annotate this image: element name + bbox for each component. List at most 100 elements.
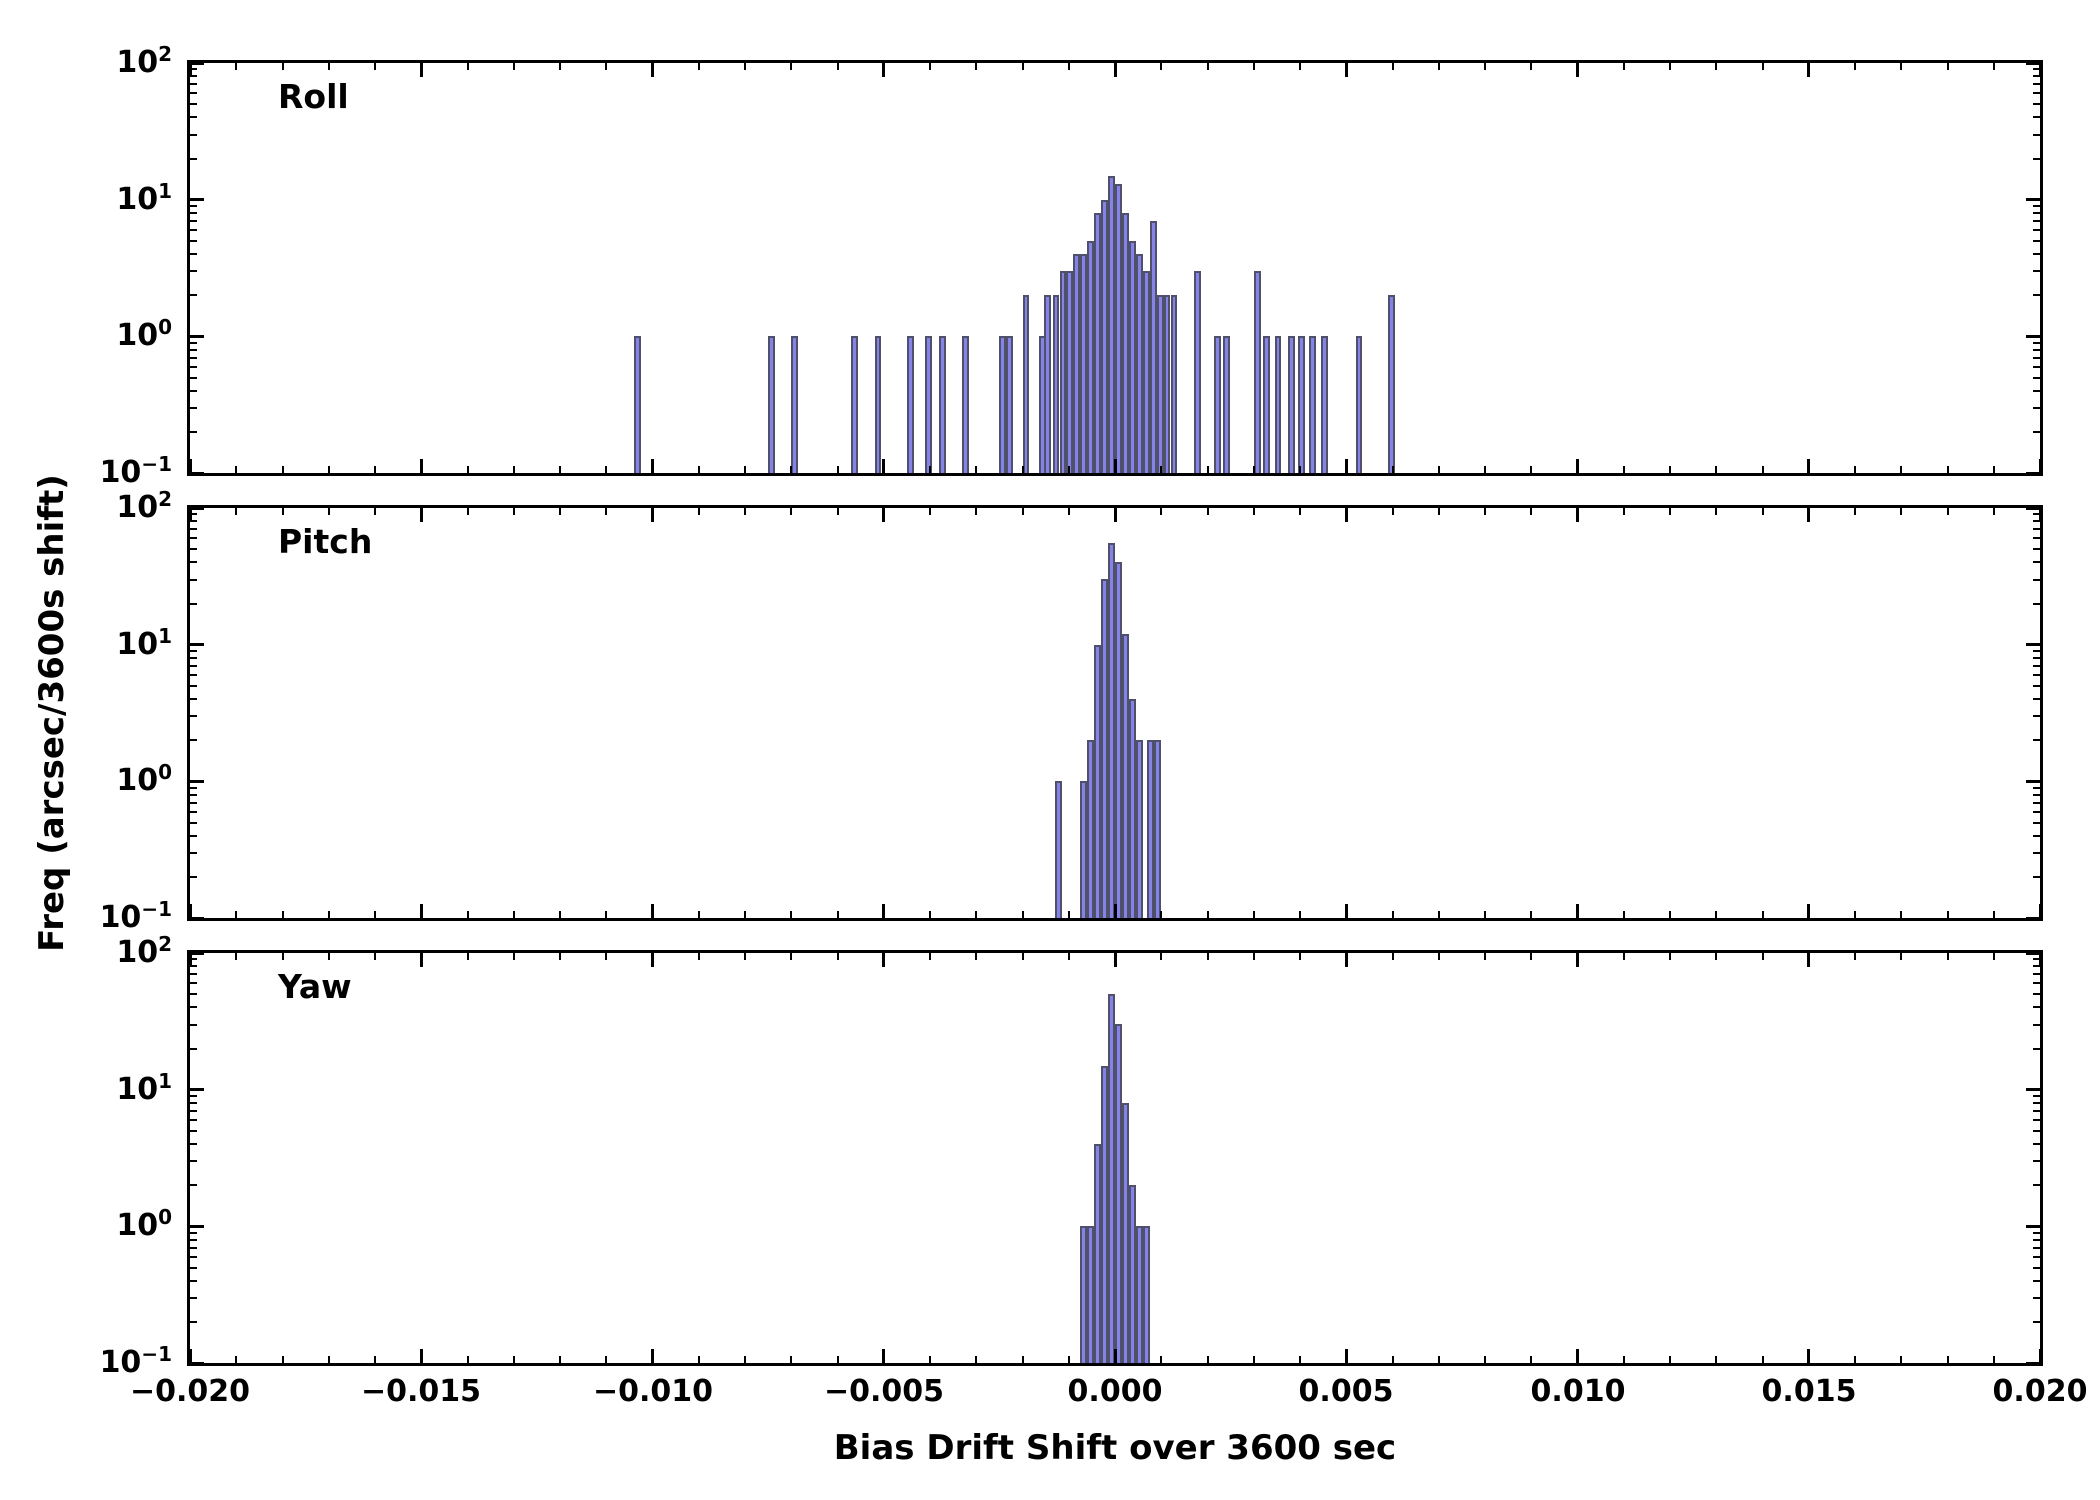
tick-mark bbox=[466, 1356, 469, 1363]
histogram-bar bbox=[1066, 271, 1074, 473]
tick-mark bbox=[2033, 698, 2040, 701]
tick-mark bbox=[190, 341, 197, 344]
tick-mark bbox=[374, 1356, 376, 1363]
tick-mark bbox=[744, 466, 746, 473]
histogram-bar bbox=[1101, 199, 1109, 473]
histogram-bar bbox=[1288, 336, 1296, 473]
tick-mark bbox=[1299, 508, 1301, 515]
tick-mark bbox=[1530, 911, 1533, 918]
tick-mark bbox=[235, 953, 238, 960]
tick-mark bbox=[190, 1320, 197, 1323]
y-tick-label: 101 bbox=[116, 179, 172, 217]
tick-mark bbox=[190, 1023, 197, 1026]
tick-mark bbox=[1437, 953, 1440, 960]
tick-mark bbox=[1854, 953, 1856, 960]
tick-mark bbox=[2033, 365, 2040, 368]
tick-mark bbox=[2033, 965, 2040, 968]
tick-mark bbox=[281, 63, 284, 70]
tick-mark bbox=[1530, 1356, 1533, 1363]
tick-mark bbox=[2033, 602, 2040, 605]
tick-mark bbox=[1206, 466, 1209, 473]
tick-mark bbox=[2033, 1160, 2040, 1163]
tick-mark bbox=[2033, 1320, 2040, 1323]
tick-mark bbox=[2033, 715, 2040, 718]
tick-mark bbox=[190, 779, 204, 783]
histogram-bar bbox=[1128, 240, 1136, 473]
tick-mark bbox=[1113, 508, 1117, 522]
tick-mark bbox=[2033, 1231, 2040, 1234]
histogram-bar bbox=[1108, 175, 1115, 473]
tick-mark bbox=[1992, 953, 1995, 960]
tick-mark bbox=[1854, 911, 1856, 918]
tick-mark bbox=[559, 1356, 561, 1363]
tick-mark bbox=[190, 739, 197, 742]
tick-mark bbox=[2033, 211, 2040, 214]
tick-mark bbox=[1715, 1356, 1718, 1363]
y-tick-label: 102 bbox=[116, 932, 172, 970]
tick-mark bbox=[2026, 63, 2040, 65]
tick-mark bbox=[929, 466, 931, 473]
histogram-bar bbox=[999, 336, 1007, 473]
tick-mark bbox=[1669, 953, 1671, 960]
tick-mark bbox=[2033, 851, 2040, 854]
tick-mark bbox=[2026, 334, 2040, 338]
y-tick-label: 102 bbox=[116, 42, 172, 80]
tick-mark bbox=[1622, 63, 1625, 70]
tick-mark bbox=[1715, 508, 1718, 515]
tick-mark bbox=[1160, 1356, 1163, 1363]
histogram-bar bbox=[1121, 1102, 1129, 1363]
tick-mark bbox=[2033, 1296, 2040, 1299]
tick-mark bbox=[2033, 513, 2040, 516]
tick-mark bbox=[1299, 953, 1301, 960]
tick-mark bbox=[1761, 953, 1764, 960]
tick-mark bbox=[1992, 1356, 1995, 1363]
tick-mark bbox=[1391, 508, 1394, 515]
tick-mark bbox=[190, 157, 197, 160]
histogram-bar bbox=[906, 336, 914, 473]
y-axis-label: Freq (arcsec/3600s shift) bbox=[32, 474, 72, 952]
tick-mark bbox=[281, 911, 284, 918]
tick-mark bbox=[2033, 528, 2040, 531]
tick-mark bbox=[651, 63, 654, 77]
tick-mark bbox=[2033, 75, 2040, 78]
tick-mark bbox=[1946, 1356, 1949, 1363]
tick-mark bbox=[1206, 508, 1209, 515]
tick-mark bbox=[2033, 1143, 2040, 1146]
tick-mark bbox=[836, 466, 839, 473]
tick-mark bbox=[2033, 561, 2040, 564]
tick-mark bbox=[1992, 911, 1995, 918]
tick-mark bbox=[2033, 253, 2040, 256]
tick-mark bbox=[190, 602, 197, 605]
histogram-bar bbox=[1115, 184, 1122, 473]
tick-mark bbox=[190, 204, 197, 207]
tick-mark bbox=[790, 63, 793, 70]
tick-mark bbox=[559, 911, 561, 918]
tick-mark bbox=[419, 953, 423, 967]
tick-mark bbox=[1900, 911, 1903, 918]
histogram-bar bbox=[1135, 740, 1143, 918]
tick-mark bbox=[1437, 911, 1440, 918]
tick-mark bbox=[559, 508, 561, 515]
tick-mark bbox=[1252, 508, 1255, 515]
tick-mark bbox=[1067, 63, 1070, 70]
tick-mark bbox=[190, 348, 197, 351]
tick-mark bbox=[2026, 779, 2040, 783]
tick-mark bbox=[512, 911, 515, 918]
tick-mark bbox=[190, 875, 197, 878]
tick-mark bbox=[2033, 1246, 2040, 1249]
histogram-bar bbox=[1128, 699, 1136, 918]
tick-mark bbox=[605, 911, 608, 918]
tick-mark bbox=[419, 904, 423, 918]
tick-mark bbox=[190, 810, 197, 813]
histogram-bar bbox=[1094, 212, 1102, 473]
tick-mark bbox=[190, 851, 197, 854]
tick-mark bbox=[190, 520, 197, 523]
tick-mark bbox=[190, 1255, 197, 1258]
tick-mark bbox=[190, 548, 197, 551]
tick-mark bbox=[1946, 911, 1949, 918]
tick-mark bbox=[190, 698, 197, 701]
histogram-bar bbox=[791, 336, 799, 473]
tick-mark bbox=[190, 68, 197, 71]
y-tick-label: 100 bbox=[116, 315, 172, 353]
tick-mark bbox=[512, 466, 515, 473]
